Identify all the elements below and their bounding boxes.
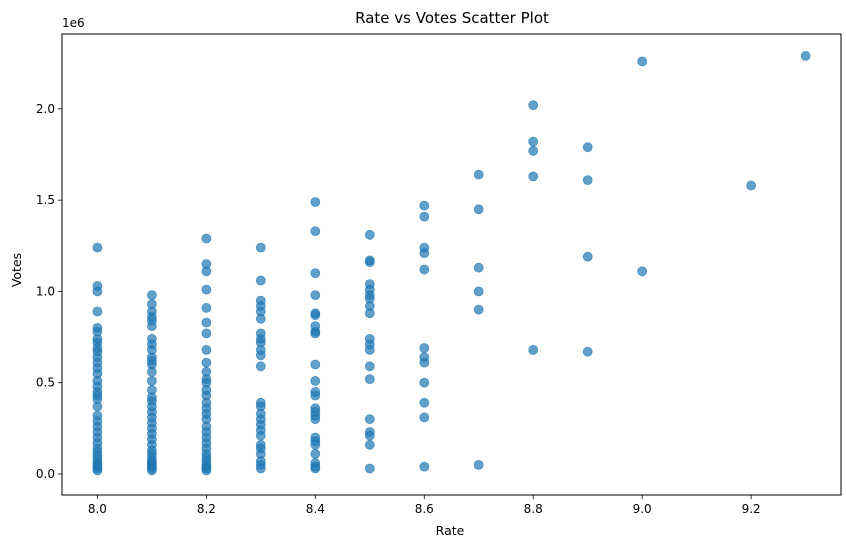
data-point [746, 180, 756, 191]
y-axis-label: Votes [9, 253, 24, 287]
data-point [473, 286, 484, 297]
data-point [146, 290, 157, 301]
data-point [201, 317, 212, 328]
data-point [364, 463, 375, 474]
data-point [364, 344, 375, 355]
y-tick-label: 0.0 [36, 467, 55, 481]
data-point [473, 204, 484, 215]
data-point [473, 304, 484, 315]
data-point [364, 430, 375, 441]
data-point [310, 390, 321, 401]
data-point [146, 465, 157, 476]
data-point [473, 169, 484, 180]
data-point [92, 465, 103, 476]
data-point [310, 268, 321, 279]
data-point [255, 350, 266, 361]
data-point [310, 375, 321, 386]
data-point [419, 264, 430, 275]
data-point [310, 448, 321, 459]
data-point [637, 266, 648, 277]
data-point [528, 344, 539, 355]
data-point [310, 439, 321, 450]
x-tick-label: 8.4 [306, 502, 325, 516]
y-tick-label: 1.5 [36, 193, 55, 207]
data-point [364, 439, 375, 450]
data-point [146, 321, 157, 332]
x-tick-label: 9.0 [633, 502, 652, 516]
data-point [528, 171, 539, 182]
data-point [582, 175, 593, 186]
data-point [310, 359, 321, 370]
data-point [146, 366, 157, 377]
data-point [201, 328, 212, 339]
data-point [92, 242, 103, 253]
data-point [310, 310, 321, 321]
data-point [310, 226, 321, 237]
data-point [364, 374, 375, 385]
data-point [473, 459, 484, 470]
y-tick-label: 2.0 [36, 102, 55, 116]
data-point [201, 357, 212, 368]
data-point [92, 401, 103, 412]
data-point [201, 284, 212, 295]
data-point [419, 200, 430, 211]
data-points [92, 51, 811, 476]
data-point [255, 313, 266, 324]
data-point [419, 397, 430, 408]
data-point [364, 257, 375, 268]
data-point [255, 242, 266, 253]
data-point [528, 145, 539, 156]
data-point [310, 290, 321, 301]
data-point [255, 430, 266, 441]
data-point [92, 286, 103, 297]
x-tick-label: 8.0 [88, 502, 107, 516]
chart-title: Rate vs Votes Scatter Plot [355, 9, 549, 27]
x-tick-label: 9.2 [742, 502, 761, 516]
data-point [364, 414, 375, 425]
data-point [419, 461, 430, 472]
data-point [582, 346, 593, 357]
data-point [419, 377, 430, 388]
data-point [419, 412, 430, 423]
data-point [364, 361, 375, 372]
data-point [364, 308, 375, 319]
data-point [419, 248, 430, 259]
data-point [255, 275, 266, 286]
data-point [146, 375, 157, 386]
x-tick-label: 8.6 [415, 502, 434, 516]
data-point [310, 414, 321, 425]
data-point [310, 197, 321, 207]
y-tick-label: 1.0 [36, 284, 55, 298]
data-point [92, 306, 103, 317]
axis-ticks: 8.0 8.2 8.4 8.6 8.8 9.0 9.2 0.0 0.5 1.0 1.5 2.0 [36, 102, 761, 516]
data-point [255, 361, 266, 372]
data-point [637, 56, 648, 67]
data-point [201, 302, 212, 313]
data-point [582, 251, 593, 262]
x-tick-label: 8.8 [524, 502, 543, 516]
data-point [255, 463, 266, 474]
data-point [201, 344, 212, 355]
data-point [419, 357, 430, 368]
data-point [310, 463, 321, 474]
data-point [528, 100, 539, 111]
data-point [473, 262, 484, 273]
data-point [201, 465, 212, 476]
x-tick-label: 8.2 [197, 502, 216, 516]
data-point [201, 233, 212, 244]
data-point [364, 229, 375, 240]
data-point [582, 142, 593, 153]
y-tick-label: 0.5 [36, 376, 55, 390]
data-point [528, 136, 539, 147]
y-scale-label: 1e6 [62, 16, 85, 30]
plot-frame [61, 33, 842, 496]
data-point [419, 211, 430, 222]
data-point [310, 328, 321, 339]
data-point [800, 51, 811, 61]
data-point [419, 343, 430, 353]
x-axis-label: Rate [436, 523, 465, 538]
data-point [201, 266, 212, 277]
